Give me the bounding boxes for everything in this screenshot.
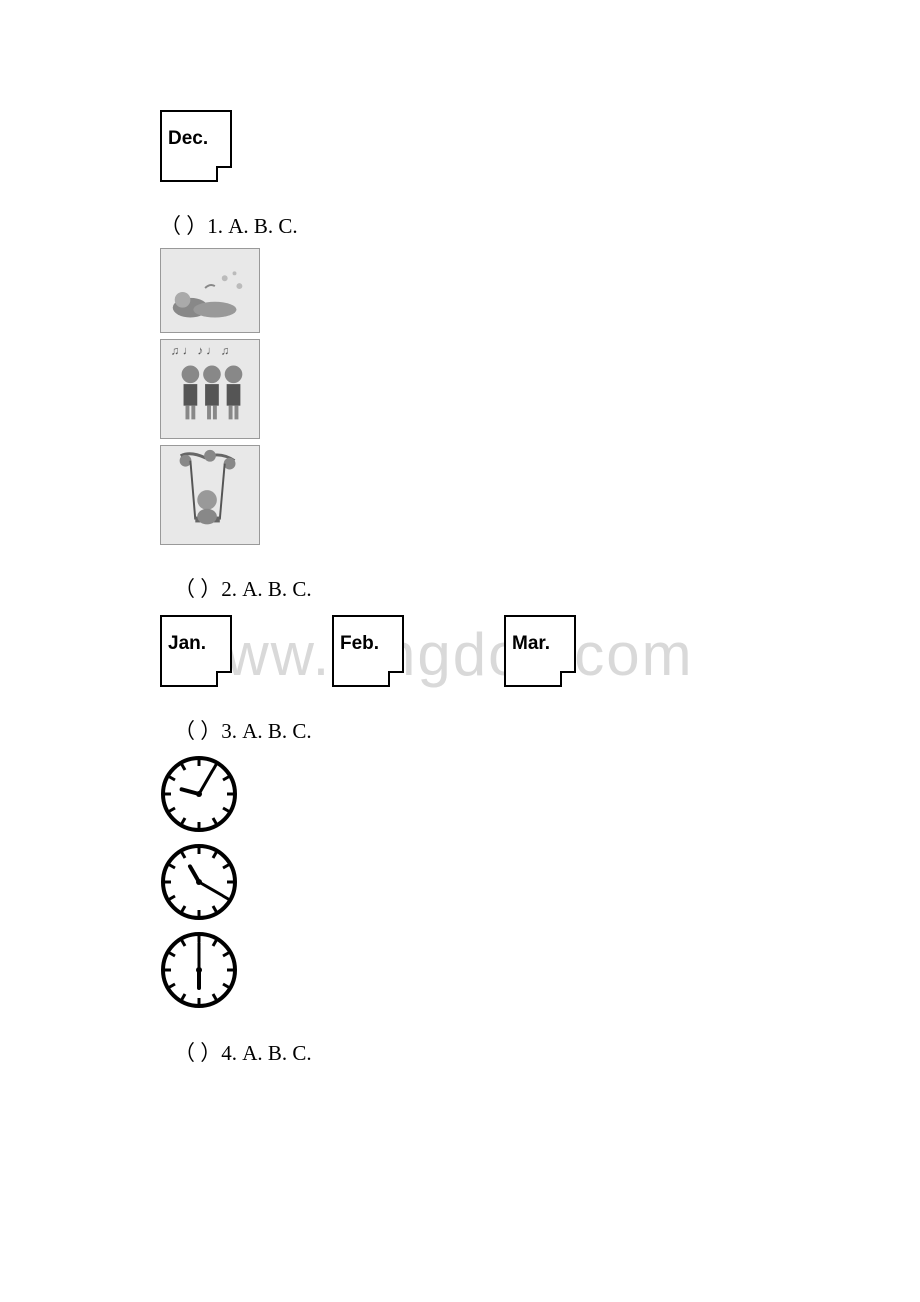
image-singing: ♫ ♩ ♪ ♩ ♫ (160, 339, 260, 439)
calendar-dec-label: Dec. (168, 128, 208, 150)
calendar-dec: Dec. (160, 110, 232, 182)
calendar-jan: Jan. (160, 615, 232, 687)
calendar-jan-label: Jan. (168, 633, 206, 655)
clock-3 (160, 931, 238, 1009)
question-4-line: （ ）4. A. B. C. (174, 1037, 920, 1067)
question-2-line: （ ）2. A. B. C. (174, 573, 920, 603)
image-swimming (160, 248, 260, 333)
question-1-line: （ ）1. A. B. C. (160, 210, 920, 240)
calendar-feb: Feb. (332, 615, 404, 687)
image-swing (160, 445, 260, 545)
clock-2 (160, 843, 238, 921)
question-3-line: （ ）3. A. B. C. (174, 715, 920, 745)
page-content: Dec. （ ）1. A. B. C. ♫ ♩ ♪ ♩ ♫ (160, 110, 920, 1067)
calendar-mar: Mar. (504, 615, 576, 687)
calendar-feb-label: Feb. (340, 633, 379, 655)
svg-text:♫ ♩ ♪ ♩ ♫: ♫ ♩ ♪ ♩ ♫ (171, 345, 230, 358)
clock-1 (160, 755, 238, 833)
calendar-mar-label: Mar. (512, 633, 550, 655)
calendar-row: Jan. Feb. Mar. (160, 615, 920, 687)
